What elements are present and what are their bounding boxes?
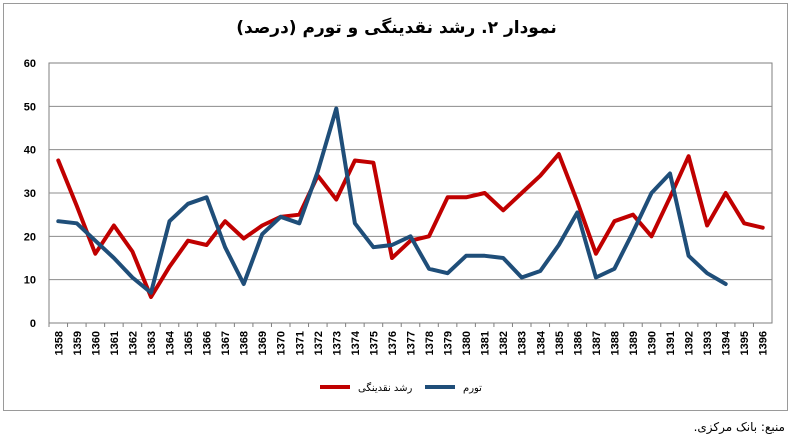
x-tick-label: 1364 (165, 330, 177, 355)
x-tick-label: 1380 (461, 331, 473, 355)
x-tick-label: 1374 (350, 330, 362, 355)
x-tick-label: 1369 (257, 331, 269, 355)
x-tick-label: 1361 (109, 331, 121, 355)
x-tick-label: 1360 (90, 331, 102, 355)
y-tick-label: 0 (30, 318, 36, 330)
x-tick-label: 1358 (53, 331, 65, 355)
x-tick-label: 1372 (313, 331, 325, 355)
x-tick-label: 1366 (202, 331, 214, 355)
y-tick-label: 40 (24, 145, 36, 157)
x-tick-label: 1379 (443, 331, 455, 355)
line-chart: 0 10 20 30 40 50 60 1358 1359 1360 1361 1362 1363 136… (24, 58, 773, 394)
legend-label-2: تورم (463, 383, 482, 394)
x-tick-label: 1390 (647, 331, 659, 355)
chart-frame (3, 3, 788, 411)
x-tick-label: 1396 (758, 331, 770, 355)
y-tick-label: 60 (24, 58, 36, 70)
x-tick-label: 1393 (702, 331, 714, 355)
x-tick-label: 1362 (127, 331, 139, 355)
x-tick-label: 1359 (72, 331, 84, 355)
x-tick-label: 1376 (387, 331, 399, 355)
x-tick-label: 1375 (368, 331, 380, 355)
legend-label-1: رشد نقدینگی (358, 382, 413, 394)
x-tick-label: 1388 (609, 331, 621, 355)
x-tick-label: 1381 (480, 331, 492, 355)
y-tick-label: 50 (24, 101, 36, 113)
x-tick-label: 1367 (220, 331, 232, 355)
x-tick-label: 1370 (276, 331, 288, 355)
x-tick-label: 1368 (239, 331, 251, 355)
y-tick-label: 30 (24, 188, 36, 200)
series-line-1 (56, 152, 765, 299)
x-tick-label: 1384 (535, 330, 547, 355)
x-tick-label: 1365 (183, 331, 195, 355)
x-tick-label: 1385 (554, 331, 566, 355)
x-tick-label: 1386 (572, 331, 584, 355)
x-tick-label: 1387 (591, 331, 603, 355)
x-tick-label: 1377 (406, 331, 418, 355)
x-tick-label: 1392 (684, 331, 696, 355)
x-tick-label: 1363 (146, 331, 158, 355)
x-tick-label: 1382 (498, 331, 510, 355)
x-tick-label: 1395 (739, 331, 751, 355)
x-tick-label: 1378 (424, 331, 436, 355)
source-note: منبع: بانک مرکزی. (693, 420, 785, 434)
chart-title: نمودار ۲. رشد نقدینگی و تورم (درصد) (236, 18, 557, 38)
series-line-2 (56, 106, 728, 295)
x-tick-label: 1383 (517, 331, 529, 355)
x-tick-label: 1371 (294, 331, 306, 355)
x-tick-label: 1391 (665, 331, 677, 355)
y-tick-label: 20 (24, 231, 36, 243)
y-tick-label: 10 (24, 275, 36, 287)
x-tick-label: 1389 (628, 331, 640, 355)
x-tick-label: 1394 (721, 330, 733, 355)
x-tick-label: 1373 (331, 331, 343, 355)
